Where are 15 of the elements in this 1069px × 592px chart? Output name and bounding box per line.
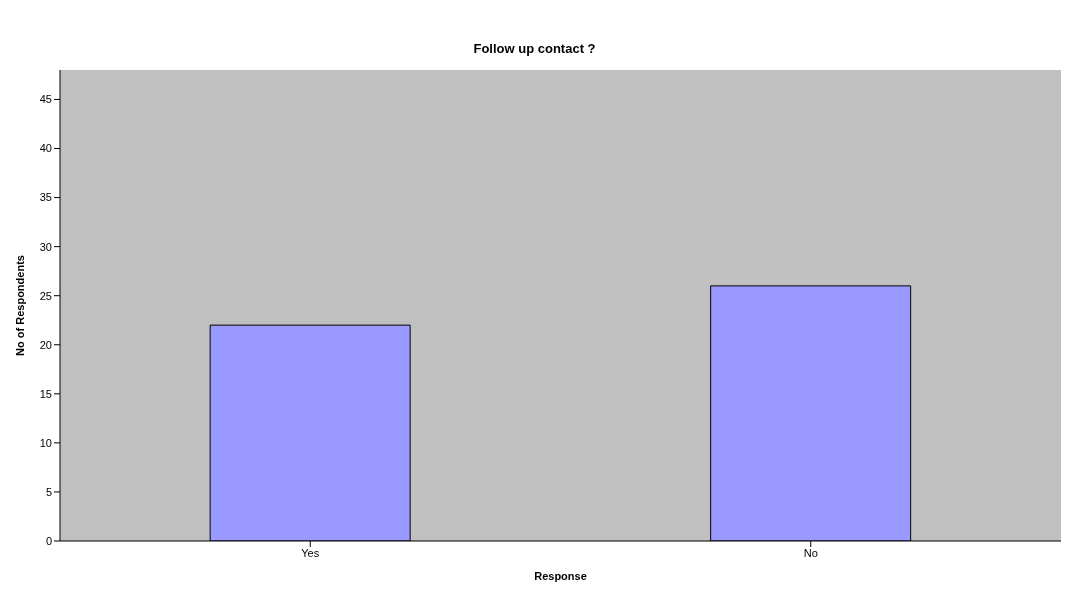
y-tick-label: 0 <box>45 534 52 547</box>
y-tick-label: 25 <box>39 289 52 302</box>
y-tick-label: 20 <box>39 338 52 351</box>
y-tick-label: 40 <box>39 142 52 155</box>
x-axis-title: Response <box>534 570 587 582</box>
x-tick-label: Yes <box>301 546 320 559</box>
y-tick-label: 5 <box>45 485 52 498</box>
y-tick-label: 15 <box>39 387 52 400</box>
y-tick-label: 35 <box>39 191 52 204</box>
x-tick-label: No <box>803 546 818 559</box>
chart-title: Follow up contact ? <box>472 40 597 56</box>
y-axis-title: No of Respondents <box>13 255 26 356</box>
y-tick-label: 45 <box>39 93 52 106</box>
y-tick-label: 30 <box>39 240 52 253</box>
y-tick-label: 10 <box>39 436 52 449</box>
